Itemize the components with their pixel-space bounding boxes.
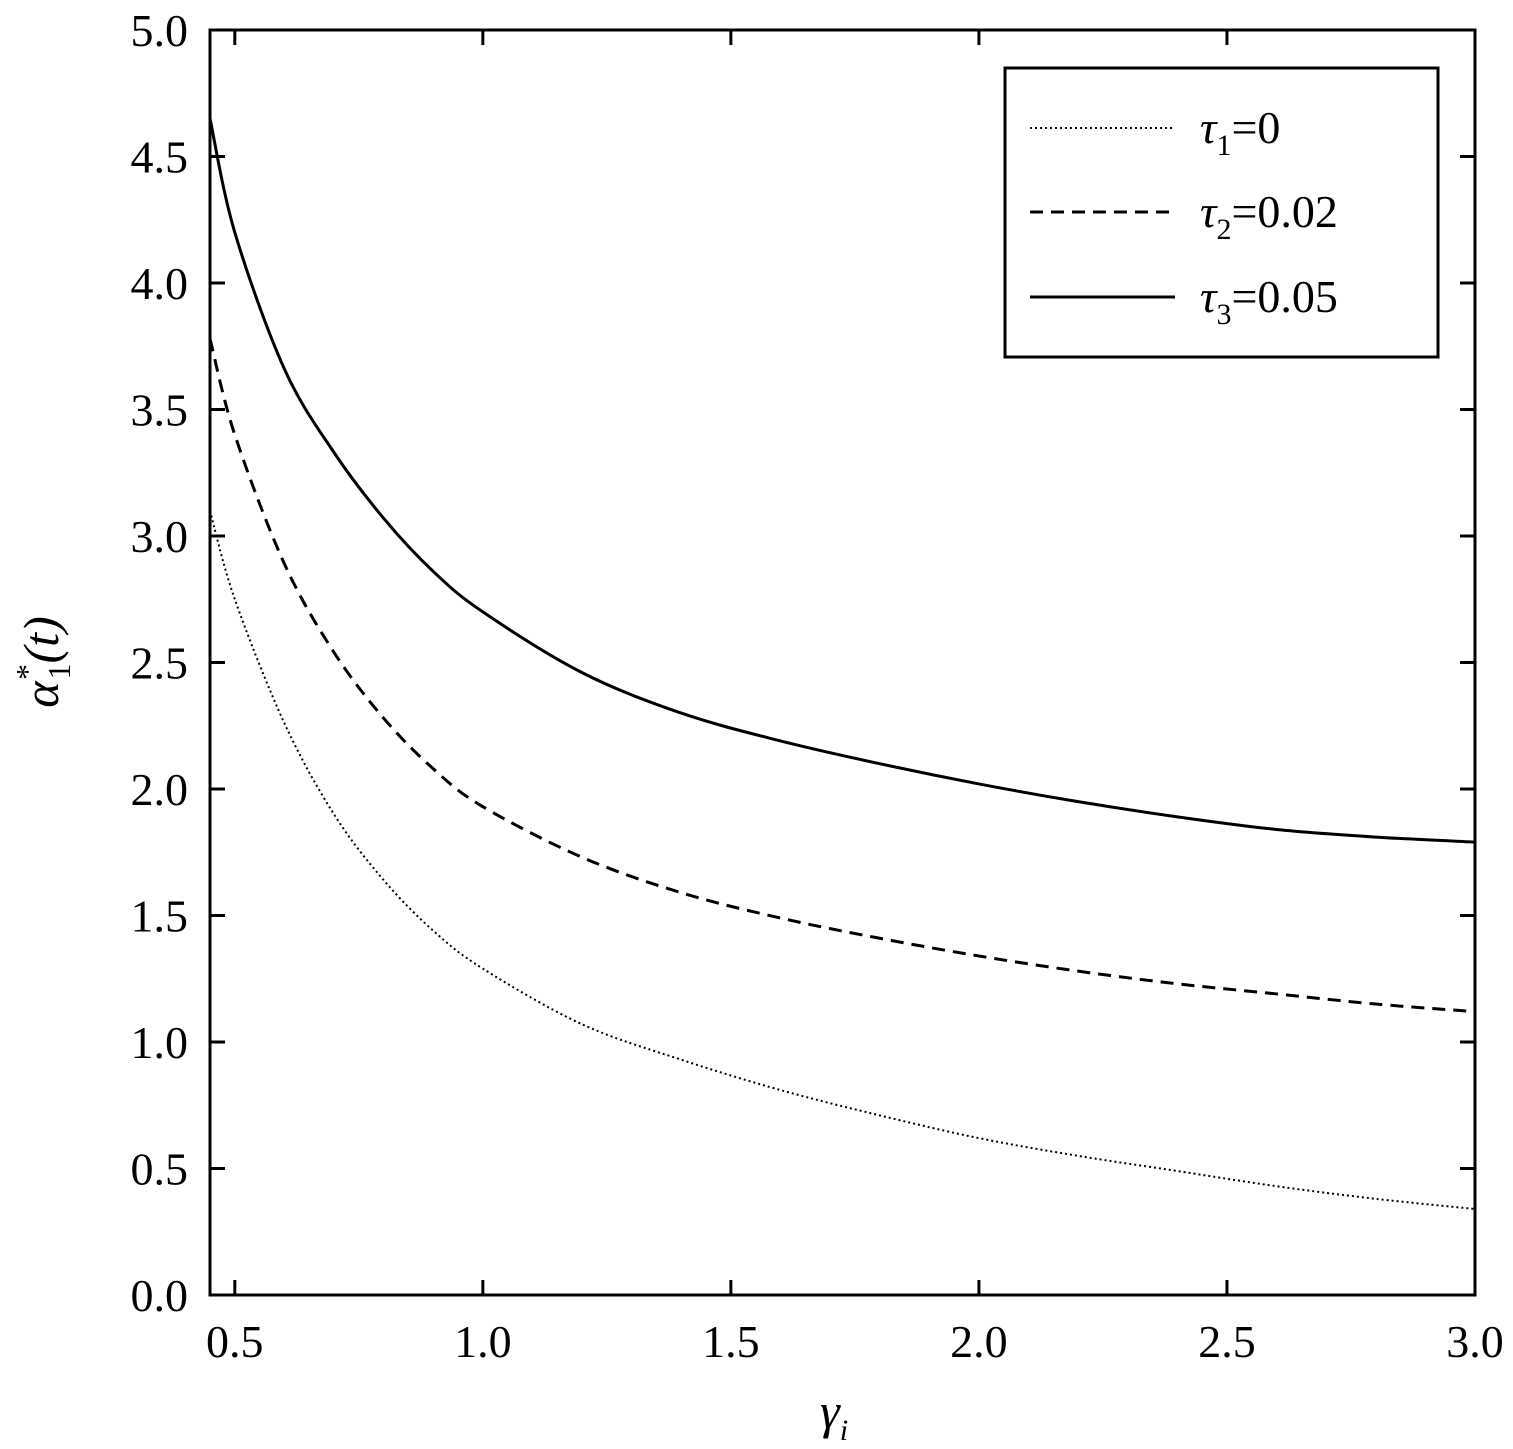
y-axis-label-symbol: α — [13, 680, 69, 708]
series-line-1-dotted — [209, 510, 1476, 1210]
legend-tau1-sub: 1 — [1216, 129, 1231, 162]
y-tick-label: 3.0 — [131, 511, 189, 562]
y-tick-label: 4.0 — [131, 258, 189, 309]
legend-tau2-sub: 2 — [1216, 213, 1231, 246]
x-tick-label: 1.5 — [702, 1316, 760, 1367]
series-line-3-solid — [208, 118, 1476, 844]
x-tick-label: 0.5 — [206, 1316, 264, 1367]
y-tick-label: 4.5 — [131, 132, 189, 183]
plot-frame — [208, 28, 1477, 1297]
y-tick-label: 0.0 — [131, 1270, 189, 1321]
legend-tau3-symbol: τ — [1200, 271, 1218, 322]
y-axis-label-tail: (t) — [13, 616, 69, 663]
series-layer — [208, 118, 1476, 1210]
legend-label-tau2: τ2=0.02 — [1200, 186, 1338, 246]
y-axis-label-sup: * — [9, 665, 45, 681]
y-tick-label: 0.5 — [131, 1144, 189, 1195]
legend-tau3-sub: 3 — [1216, 298, 1231, 331]
x-tick-label: 3.0 — [1446, 1316, 1504, 1367]
x-tick-label: 2.5 — [1198, 1316, 1256, 1367]
series-line-2-dashed — [208, 338, 1476, 1014]
y-tick-label: 1.5 — [131, 891, 189, 942]
x-axis-label: γi — [820, 1383, 848, 1447]
y-axis-label-sub: 1 — [41, 663, 77, 679]
y-tick-label: 3.5 — [131, 385, 189, 436]
legend-tau1-value: =0 — [1231, 102, 1280, 153]
y-axis-ticks: 0.0 0.5 1.0 1.5 2.0 2.5 3.0 3.5 4.0 4.5 5.0 — [131, 5, 1475, 1321]
y-tick-label: 5.0 — [131, 5, 189, 56]
legend-tau3-value: =0.05 — [1231, 271, 1337, 322]
x-axis-ticks: 0.5 1.0 1.5 2.0 2.5 3.0 — [206, 30, 1504, 1367]
x-tick-label: 2.0 — [950, 1316, 1008, 1367]
legend: τ1=0 τ2=0.02 τ3=0.05 — [1003, 66, 1440, 359]
y-tick-label: 2.0 — [131, 764, 189, 815]
legend-tau1-symbol: τ — [1200, 102, 1218, 153]
legend-tau2-value: =0.02 — [1231, 186, 1337, 237]
x-axis-label-symbol: γ — [820, 1383, 841, 1439]
x-tick-label: 1.0 — [454, 1316, 512, 1367]
legend-label-tau3: τ3=0.05 — [1200, 271, 1338, 331]
y-tick-label: 1.0 — [131, 1017, 189, 1068]
y-tick-label: 2.5 — [131, 638, 189, 689]
legend-label-tau1: τ1=0 — [1200, 102, 1280, 162]
y-axis-label: α*1(t) — [9, 616, 77, 707]
legend-tau2-symbol: τ — [1200, 186, 1218, 237]
x-axis-label-sub: i — [840, 1414, 848, 1447]
